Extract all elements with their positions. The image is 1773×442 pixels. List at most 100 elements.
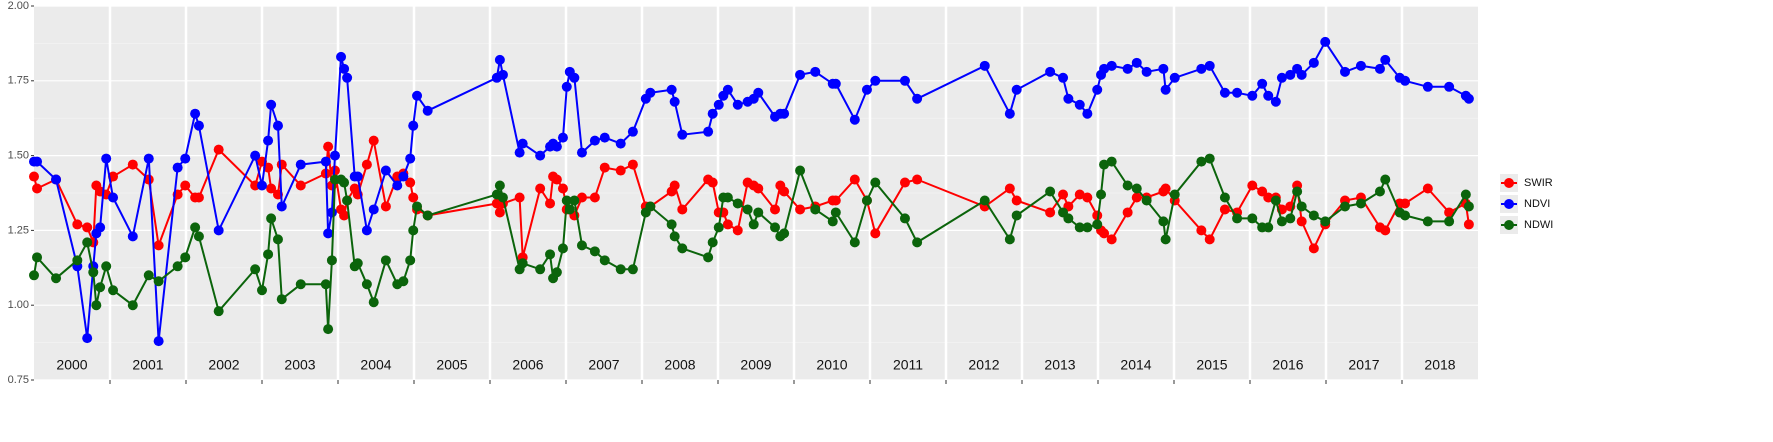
point — [127, 231, 138, 242]
point — [517, 258, 528, 269]
point — [1463, 219, 1474, 230]
point — [732, 225, 743, 236]
point — [870, 177, 881, 188]
point — [250, 180, 261, 191]
point — [589, 246, 600, 257]
point — [589, 192, 600, 203]
point — [753, 183, 764, 194]
point — [1422, 183, 1433, 194]
point — [1045, 207, 1056, 218]
point — [153, 276, 164, 287]
point — [557, 243, 568, 254]
point — [180, 180, 191, 191]
point — [599, 162, 610, 173]
point — [250, 150, 261, 161]
point — [669, 231, 680, 242]
point — [1058, 72, 1069, 83]
point — [669, 96, 680, 107]
point — [564, 204, 575, 215]
point — [576, 147, 587, 158]
point — [849, 237, 860, 248]
year-label: 2007 — [588, 357, 619, 373]
y-tick-label: 2.00 — [8, 0, 29, 12]
point — [979, 60, 990, 71]
point — [1296, 69, 1307, 80]
point — [1204, 234, 1215, 245]
point — [352, 258, 363, 269]
point — [703, 126, 714, 137]
point — [380, 201, 391, 212]
point — [535, 150, 546, 161]
point — [32, 252, 43, 263]
point — [266, 99, 277, 110]
point — [497, 69, 508, 80]
point — [742, 204, 753, 215]
point — [1400, 75, 1411, 86]
point — [748, 219, 759, 230]
point — [180, 252, 191, 263]
point — [1308, 243, 1319, 254]
point — [1063, 213, 1074, 224]
point — [320, 156, 331, 167]
point — [412, 90, 423, 101]
point — [1011, 84, 1022, 95]
point — [422, 210, 433, 221]
point — [1263, 90, 1274, 101]
point — [713, 99, 724, 110]
y-tick-label: 1.75 — [8, 75, 29, 87]
point — [82, 237, 93, 248]
point — [190, 222, 201, 233]
point — [1169, 189, 1180, 200]
point — [276, 201, 287, 212]
point — [339, 63, 350, 74]
point — [29, 270, 39, 281]
point — [1011, 210, 1022, 221]
point — [1106, 234, 1117, 245]
point — [1074, 99, 1085, 110]
point — [703, 252, 714, 263]
y-tick-label: 0.75 — [8, 374, 29, 386]
point — [1045, 186, 1056, 197]
y-tick-label: 1.50 — [8, 150, 29, 162]
point — [352, 171, 363, 182]
point — [326, 207, 337, 218]
point — [172, 162, 183, 173]
point — [1141, 195, 1152, 206]
point — [339, 177, 350, 188]
point — [494, 207, 505, 218]
point — [213, 306, 224, 317]
point — [1460, 189, 1471, 200]
point — [1004, 234, 1015, 245]
point — [861, 195, 872, 206]
point — [1004, 183, 1015, 194]
point — [1232, 87, 1243, 98]
point — [494, 54, 505, 65]
point — [266, 183, 277, 194]
point — [101, 261, 112, 272]
point — [1232, 213, 1243, 224]
point — [127, 300, 138, 311]
point — [361, 159, 372, 170]
legend-dot — [1504, 220, 1514, 230]
point — [1196, 63, 1207, 74]
point — [408, 192, 419, 203]
year-label: 2003 — [284, 357, 315, 373]
point — [1285, 69, 1296, 80]
point — [1141, 66, 1152, 77]
point — [795, 165, 806, 176]
point — [677, 243, 688, 254]
point — [576, 240, 587, 251]
point — [615, 165, 626, 176]
point — [193, 120, 204, 131]
point — [1204, 60, 1215, 71]
point — [1263, 192, 1274, 203]
point — [627, 264, 638, 275]
point — [1444, 207, 1455, 218]
point — [707, 177, 718, 188]
point — [1380, 174, 1391, 185]
point — [1096, 189, 1107, 200]
point — [1158, 63, 1169, 74]
point — [810, 66, 821, 77]
point — [101, 153, 112, 164]
point — [779, 228, 790, 239]
